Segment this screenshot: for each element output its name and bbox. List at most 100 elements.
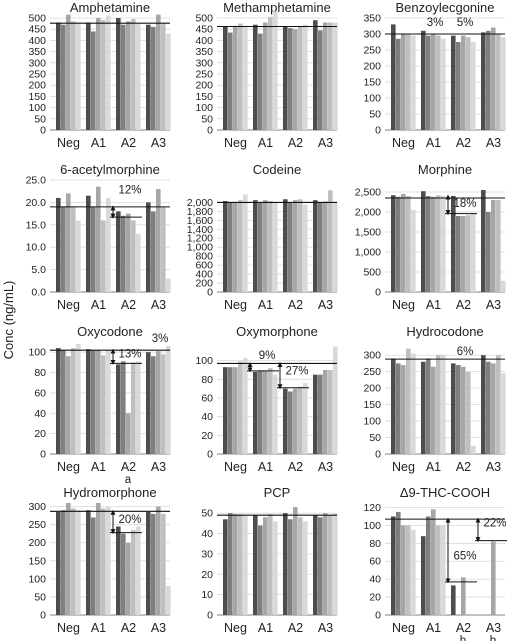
category-label: A3: [151, 298, 166, 312]
panel-6-acetylmorphine: 6-acetylmorphine 0.0 5.0 10.0 15.0 20.0 25.0 Ne…: [26, 162, 171, 312]
y-tick-label: 1,600: [187, 215, 213, 227]
bar: [323, 513, 328, 615]
bar: [243, 194, 248, 292]
bar: [451, 363, 456, 454]
bar: [451, 35, 456, 130]
y-tick-label: 0: [375, 449, 381, 461]
category-label: Neg: [224, 298, 247, 312]
bar: [411, 529, 416, 615]
y-tick-label: 250: [363, 45, 381, 57]
panel-title: Hydrocodone: [406, 324, 483, 339]
percent-annotation: 65%: [453, 550, 476, 562]
bar: [71, 508, 76, 615]
y-tick-label: 60: [201, 393, 213, 405]
category-label: A3: [151, 136, 166, 150]
y-tick-label: 2,500: [355, 187, 381, 199]
bar: [283, 199, 288, 292]
bar: [146, 24, 151, 130]
bar: [436, 355, 441, 454]
panel-title: Oxycodone: [77, 324, 143, 339]
category-label: Neg: [57, 298, 80, 312]
bar: [273, 201, 278, 292]
y-tick-label: 250: [363, 366, 381, 378]
y-tick-label: 20.0: [26, 197, 47, 209]
y-tick-label: 100: [195, 355, 213, 367]
y-tick-label: 2,000: [355, 207, 381, 219]
bar: [283, 388, 288, 454]
bar: [436, 35, 441, 130]
category-label: A1: [258, 298, 273, 312]
bar: [76, 344, 81, 454]
bar: [313, 515, 318, 615]
y-tick-label: 50: [369, 109, 381, 121]
bar: [131, 530, 136, 615]
bar: [396, 511, 401, 615]
bar: [396, 38, 401, 130]
bar: [101, 220, 106, 292]
y-tick-label: 300: [363, 29, 381, 41]
y-tick-label: 20: [369, 592, 381, 604]
bar: [258, 202, 263, 292]
category-label: A1: [258, 621, 273, 635]
y-tick-label: 1,800: [187, 206, 213, 218]
bar: [401, 525, 406, 615]
bar: [431, 196, 436, 292]
bar: [461, 35, 466, 130]
panel-hydrocodone: Hydrocodone 0 50 100 150 200 250 300 Neg A1 A2 A3 6%: [363, 324, 506, 474]
percent-annotation: 27%: [285, 366, 308, 378]
y-tick-label: 40: [34, 408, 46, 420]
y-tick-label: 400: [28, 35, 46, 47]
bar: [298, 26, 303, 130]
bar: [61, 206, 66, 292]
y-tick-label: 200: [195, 80, 213, 92]
y-tick-label: 350: [195, 46, 213, 58]
bar: [228, 513, 233, 615]
bar: [456, 216, 461, 292]
bar: [166, 278, 171, 292]
bar: [71, 21, 76, 130]
category-label: Neg: [392, 460, 415, 474]
bar: [273, 11, 278, 131]
bar: [96, 186, 101, 292]
bar: [71, 206, 76, 292]
bar: [268, 514, 273, 615]
bar: [121, 361, 126, 454]
bar: [501, 373, 506, 454]
bar: [456, 42, 461, 130]
category-label: A3: [318, 460, 333, 474]
panel-codeine: Codeine 02004006008001,0001,2001,4001,600…: [187, 162, 338, 312]
bar: [411, 210, 416, 292]
bar: [481, 355, 486, 454]
bar: [456, 365, 461, 454]
bar: [288, 519, 293, 615]
bar: [151, 513, 156, 615]
bar: [471, 445, 476, 454]
y-tick-label: 100: [28, 573, 46, 585]
panel-oxycodone: Oxycodone 0 20 40 60 80 100 Neg A1 A2 A3 13% 3% a: [28, 324, 171, 486]
bar: [426, 516, 431, 615]
y-tick-label: 450: [28, 24, 46, 36]
bar: [126, 413, 131, 454]
bar: [238, 514, 243, 615]
bar: [431, 34, 436, 130]
bar: [161, 513, 166, 615]
y-tick-label: 450: [195, 24, 213, 36]
bar: [66, 14, 71, 131]
y-tick-label: 300: [363, 350, 381, 362]
y-tick-label: 30: [201, 548, 213, 560]
bar: [56, 22, 61, 131]
y-tick-label: 80: [369, 538, 381, 550]
y-tick-label: 5.0: [31, 264, 46, 276]
bar: [396, 196, 401, 292]
y-tick-label: 350: [28, 46, 46, 58]
bar: [238, 361, 243, 454]
bar: [288, 202, 293, 292]
panel-title: PCP: [264, 485, 291, 500]
panel-oxymorphone: Oxymorphone 0 20 40 60 80 100 Neg A1 A2 A3 9% 27%: [195, 324, 338, 474]
panel-title: Methamphetamine: [223, 0, 331, 15]
bar: [441, 38, 446, 130]
bar: [96, 18, 101, 130]
y-tick-label: 800: [195, 251, 213, 263]
y-tick-label: 25.0: [26, 175, 47, 187]
